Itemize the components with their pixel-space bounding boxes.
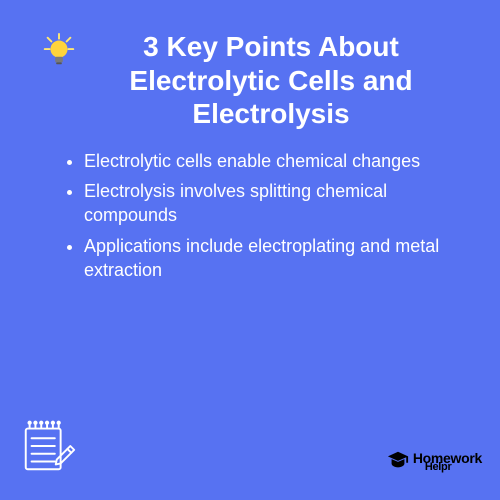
info-card: 3 Key Points About Electrolytic Cells an… <box>0 0 500 500</box>
bullet-list: Electrolytic cells enable chemical chang… <box>40 149 460 282</box>
title-row: 3 Key Points About Electrolytic Cells an… <box>40 30 460 131</box>
list-item: Electrolytic cells enable chemical chang… <box>84 149 450 173</box>
notepad-icon <box>18 415 80 482</box>
brand-name: Homework Helpr <box>413 452 482 473</box>
list-item: Electrolysis involves splitting chemical… <box>84 179 450 228</box>
graduation-cap-icon <box>387 449 409 476</box>
list-item: Applications include electroplating and … <box>84 234 450 283</box>
brand-logo: Homework Helpr <box>387 449 482 476</box>
lightbulb-icon <box>40 32 78 75</box>
card-title: 3 Key Points About Electrolytic Cells an… <box>82 30 460 131</box>
